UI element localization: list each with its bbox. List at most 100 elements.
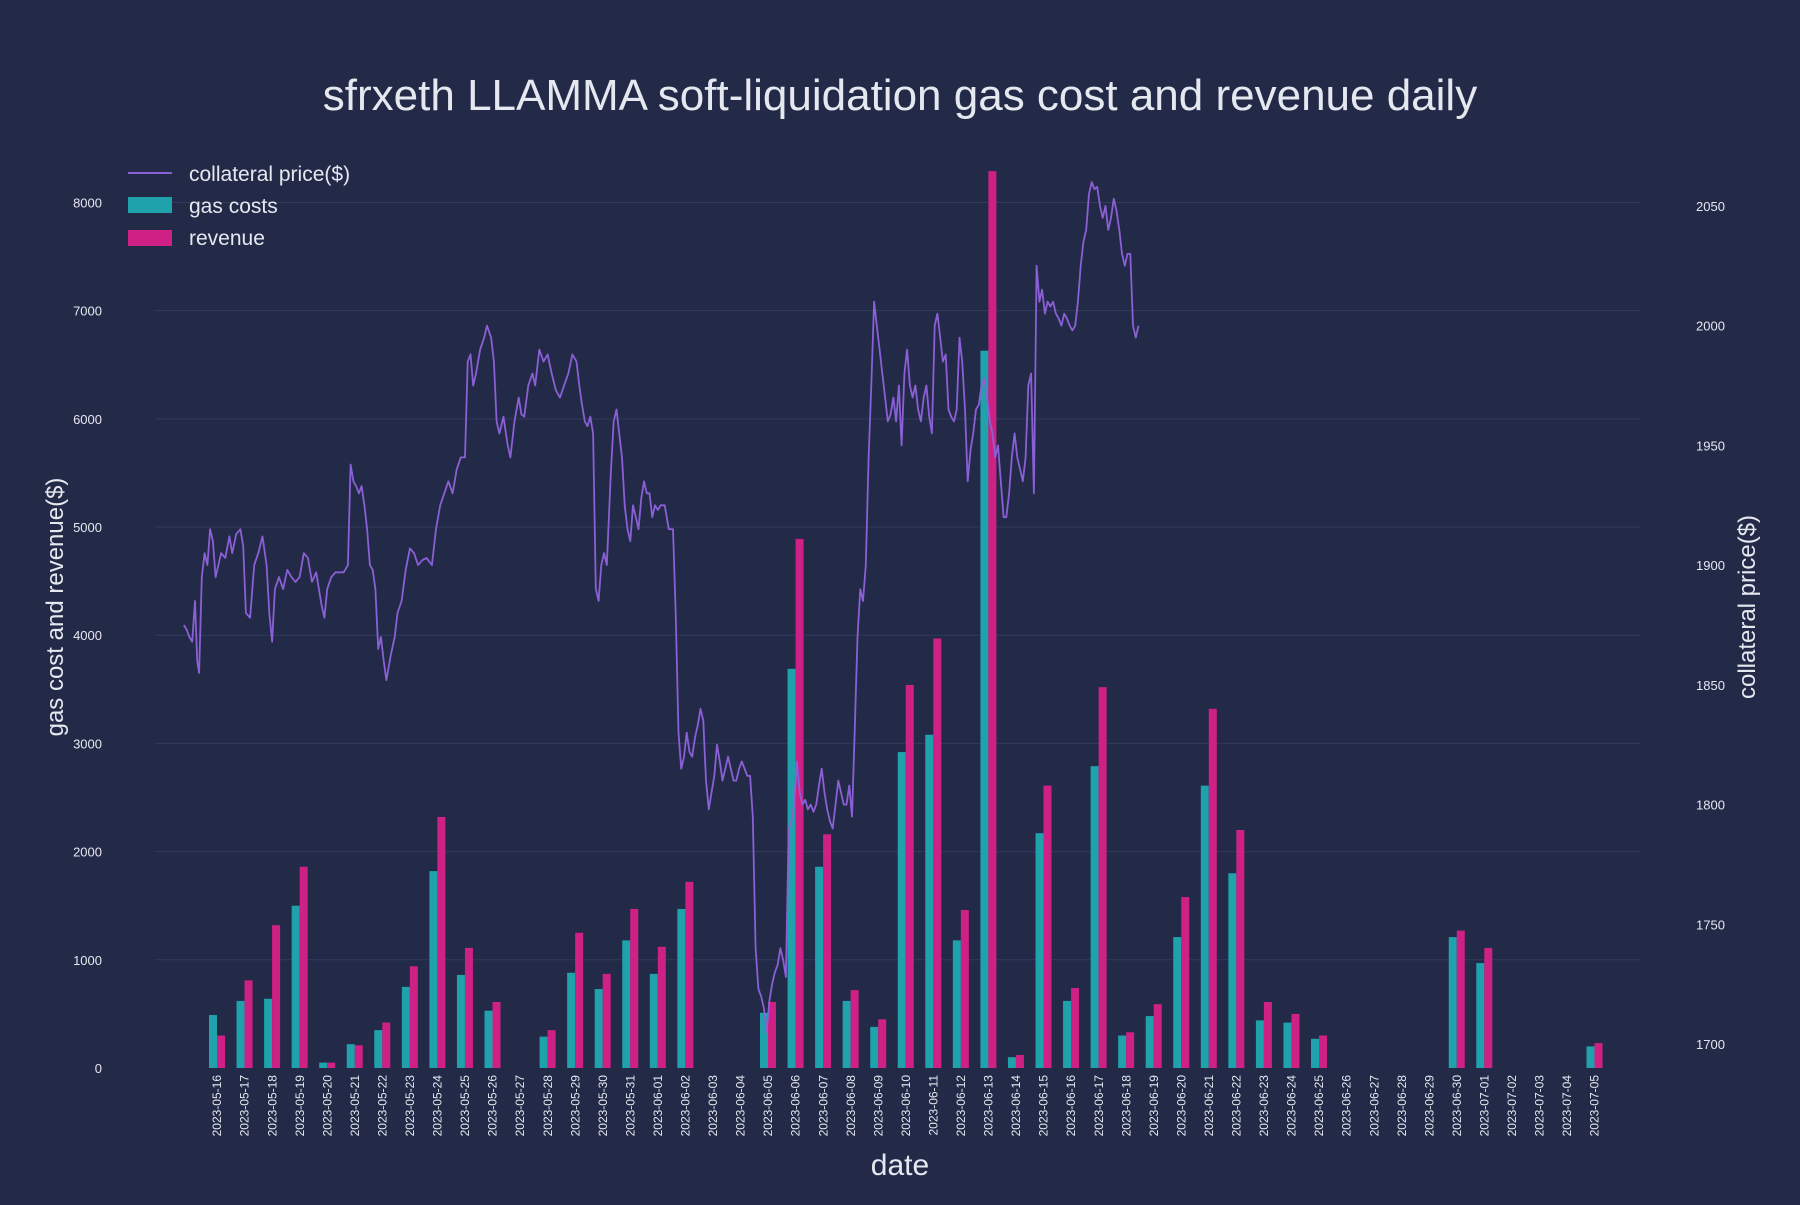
bar-gas-2023-05-21 — [346, 1044, 355, 1068]
bar-revenue-2023-06-11 — [933, 638, 942, 1068]
y-tick-left-4000: 4000 — [73, 628, 102, 643]
x-tick-2023-06-01: 2023-06-01 — [651, 1075, 665, 1137]
bar-revenue-2023-06-22 — [1236, 829, 1245, 1068]
x-tick-2023-06-27: 2023-06-27 — [1367, 1075, 1381, 1137]
y-tick-left-6000: 6000 — [73, 412, 102, 427]
legend-label-revenue: revenue — [189, 227, 265, 250]
bar-revenue-2023-06-30 — [1456, 930, 1465, 1068]
x-tick-2023-06-07: 2023-06-07 — [816, 1075, 830, 1137]
legend-label-gas: gas costs — [189, 195, 278, 218]
bar-revenue-2023-06-07 — [823, 834, 832, 1068]
bar-revenue-2023-06-09 — [878, 1019, 887, 1068]
bar-revenue-2023-06-16 — [1071, 987, 1080, 1068]
bar-revenue-2023-05-20 — [327, 1062, 336, 1068]
bar-gas-2023-05-31 — [622, 940, 631, 1068]
x-tick-2023-07-03: 2023-07-03 — [1533, 1075, 1547, 1137]
bar-revenue-2023-07-05 — [1594, 1043, 1603, 1068]
bar-gas-2023-06-13 — [980, 350, 989, 1069]
price-line-layer — [183, 181, 1140, 1033]
x-tick-2023-05-19: 2023-05-19 — [293, 1075, 307, 1137]
bar-revenue-2023-05-31 — [630, 908, 639, 1068]
bar-gas-2023-06-18 — [1118, 1035, 1127, 1068]
y-tick-right-2050: 2050 — [1696, 199, 1725, 214]
x-tick-2023-06-10: 2023-06-10 — [899, 1075, 913, 1137]
bar-gas-2023-06-30 — [1448, 937, 1457, 1068]
y-tick-right-1700: 1700 — [1696, 1037, 1725, 1052]
bar-revenue-2023-06-05 — [768, 1002, 776, 1068]
bar-revenue-2023-05-25 — [464, 947, 473, 1068]
y-tick-left-1000: 1000 — [73, 953, 102, 968]
y-tick-left-8000: 8000 — [73, 195, 102, 210]
x-tick-2023-06-02: 2023-06-02 — [679, 1075, 693, 1137]
x-tick-2023-05-23: 2023-05-23 — [403, 1075, 417, 1137]
x-axis-label: date — [871, 1149, 929, 1182]
bar-revenue-2023-05-19 — [299, 866, 308, 1068]
x-tick-2023-05-21: 2023-05-21 — [348, 1075, 362, 1137]
x-tick-2023-06-28: 2023-06-28 — [1395, 1075, 1409, 1137]
chart-title: sfrxeth LLAMMA soft-liquidation gas cost… — [323, 71, 1477, 120]
bar-revenue-2023-05-17 — [244, 980, 253, 1068]
x-tick-2023-06-30: 2023-06-30 — [1450, 1075, 1464, 1137]
legend-swatch-gas — [128, 197, 172, 213]
bar-revenue-2023-06-13 — [988, 171, 997, 1069]
bar-gas-2023-07-05 — [1586, 1046, 1595, 1068]
x-tick-2023-06-24: 2023-06-24 — [1285, 1075, 1299, 1137]
bar-gas-2023-06-12 — [952, 940, 961, 1068]
x-tick-2023-06-20: 2023-06-20 — [1174, 1075, 1188, 1137]
bar-gas-2023-06-06 — [787, 668, 796, 1068]
bar-gas-2023-05-25 — [456, 974, 465, 1068]
bar-gas-2023-06-07 — [815, 866, 824, 1068]
bar-gas-2023-06-20 — [1173, 937, 1182, 1068]
x-tick-2023-06-23: 2023-06-23 — [1257, 1075, 1271, 1137]
bar-gas-2023-06-09 — [870, 1026, 879, 1068]
bar-gas-2023-05-24 — [429, 871, 438, 1068]
x-tick-2023-06-25: 2023-06-25 — [1312, 1075, 1326, 1137]
bar-revenue-2023-06-25 — [1319, 1035, 1327, 1068]
x-tick-2023-06-06: 2023-06-06 — [789, 1075, 803, 1137]
y-tick-right-1850: 1850 — [1696, 678, 1725, 693]
bar-gas-2023-06-16 — [1063, 1000, 1072, 1068]
bar-revenue-2023-05-24 — [437, 816, 446, 1068]
x-tick-2023-06-11: 2023-06-11 — [926, 1075, 940, 1136]
bar-gas-2023-06-25 — [1311, 1038, 1319, 1068]
bar-gas-2023-06-10 — [897, 752, 906, 1068]
x-tick-2023-06-12: 2023-06-12 — [954, 1075, 968, 1137]
legend-label-price: collateral price($) — [189, 163, 350, 186]
x-tick-2023-05-25: 2023-05-25 — [458, 1075, 472, 1137]
grid-lines — [155, 201, 1640, 961]
x-tick-2023-05-30: 2023-05-30 — [596, 1075, 610, 1137]
bar-revenue-2023-05-23 — [409, 966, 418, 1068]
bar-revenue-2023-05-18 — [272, 925, 281, 1068]
bar-revenue-2023-05-26 — [492, 1002, 501, 1068]
bar-gas-2023-06-02 — [677, 908, 686, 1068]
bar-revenue-2023-06-21 — [1208, 708, 1217, 1068]
bar-gas-2023-05-19 — [291, 905, 300, 1068]
bar-gas-2023-06-11 — [925, 734, 934, 1068]
bar-revenue-2023-06-12 — [960, 910, 969, 1068]
x-tick-2023-06-03: 2023-06-03 — [706, 1075, 720, 1137]
y-tick-left-5000: 5000 — [73, 520, 102, 535]
x-tick-2023-06-18: 2023-06-18 — [1119, 1075, 1133, 1137]
y-tick-left-2000: 2000 — [73, 845, 102, 860]
x-tick-2023-06-08: 2023-06-08 — [844, 1075, 858, 1137]
bar-revenue-2023-06-17 — [1098, 687, 1107, 1068]
y-tick-left-3000: 3000 — [73, 736, 102, 751]
price-line — [183, 181, 1140, 1033]
x-tick-2023-06-19: 2023-06-19 — [1147, 1075, 1161, 1137]
bar-gas-2023-05-22 — [374, 1030, 383, 1068]
bar-revenue-2023-06-10 — [905, 684, 914, 1068]
bar-gas-2023-06-24 — [1283, 1022, 1292, 1068]
x-tick-2023-05-17: 2023-05-17 — [238, 1075, 252, 1137]
y-tick-right-2000: 2000 — [1696, 319, 1725, 334]
x-tick-2023-07-05: 2023-07-05 — [1588, 1075, 1602, 1137]
x-tick-2023-05-16: 2023-05-16 — [210, 1075, 224, 1137]
y-tick-right-1950: 1950 — [1696, 438, 1725, 453]
bar-gas-2023-06-14 — [1007, 1057, 1016, 1068]
bar-revenue-2023-05-30 — [602, 973, 611, 1068]
bar-layer — [209, 171, 1603, 1069]
y-tick-right-1900: 1900 — [1696, 558, 1725, 573]
axes: 0 1000 2000 3000 4000 5000 6000 7000 8000 1700 175… — [73, 195, 1725, 1136]
x-tick-2023-05-26: 2023-05-26 — [486, 1075, 500, 1137]
bar-revenue-2023-06-18 — [1126, 1032, 1135, 1068]
bar-gas-2023-06-05 — [760, 1012, 768, 1068]
